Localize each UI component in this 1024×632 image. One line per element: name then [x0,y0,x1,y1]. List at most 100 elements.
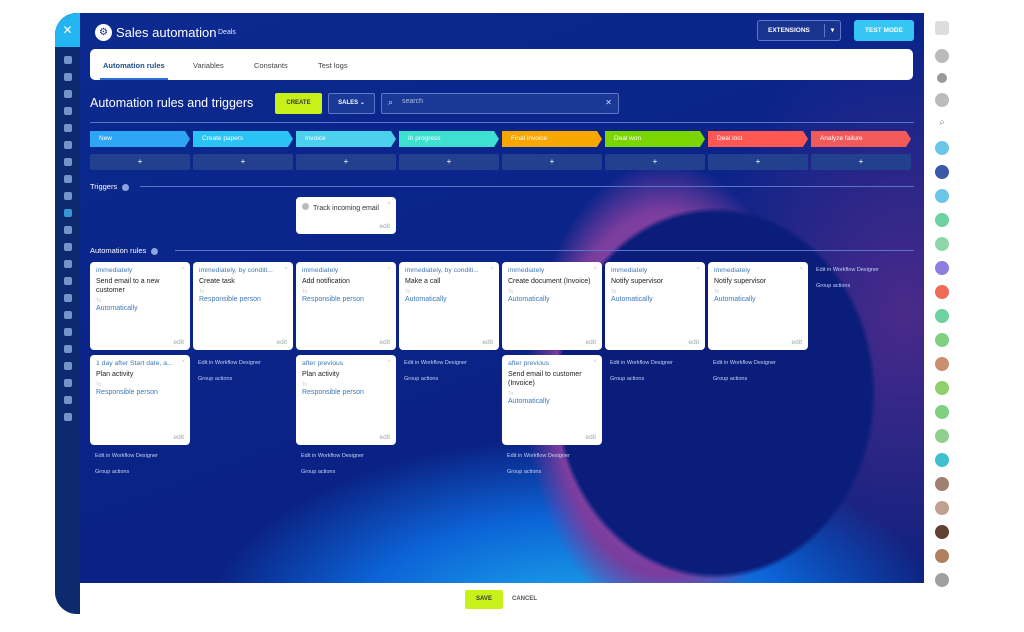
sidebar-nav-icon[interactable] [63,345,72,353]
edit-link[interactable]: edit [482,339,493,346]
clear-icon[interactable]: ✕ [605,98,612,107]
app-avatar-icon[interactable] [935,213,949,227]
rule-card[interactable]: 1 day after Start date, a... Plan activit… [90,355,190,445]
group-actions-link[interactable]: Group actions [816,283,851,289]
add-rule-button[interactable]: + [296,154,396,170]
help-icon[interactable] [122,183,130,191]
edit-in-workflow-designer-link[interactable]: Edit in Workflow Designer [404,360,467,366]
sidebar-nav-icon[interactable] [63,158,72,166]
sidebar-nav-icon[interactable] [63,56,72,64]
app-avatar-icon[interactable] [935,141,949,155]
tab-automation-rules[interactable]: Automation rules [100,61,168,80]
add-rule-button[interactable]: + [605,154,705,170]
test-mode-button[interactable]: TEST MODE [854,20,914,41]
chevron-down-icon[interactable]: ▾ [824,24,840,37]
tab-variables[interactable]: Variables [193,61,224,70]
sidebar-nav-icon[interactable] [63,107,72,115]
edit-link[interactable]: edit [276,339,287,346]
sidebar-nav-icon[interactable] [63,260,72,268]
edit-link[interactable]: edit [688,339,699,346]
group-actions-link[interactable]: Group actions [713,376,748,382]
help-icon[interactable] [151,247,159,255]
stage-in-progress[interactable]: In progress [399,131,499,147]
stage-invoice[interactable]: Invoice [296,131,396,147]
stage-create-papers[interactable]: Create papers [193,131,293,147]
add-rule-button[interactable]: + [811,154,911,170]
add-rule-button[interactable]: + [399,154,499,170]
sidebar-nav-icon[interactable] [63,294,72,302]
edit-link[interactable]: edit [173,434,184,441]
app-avatar-icon[interactable] [935,309,949,323]
sidebar-nav-icon[interactable] [63,243,72,251]
sidebar-nav-icon[interactable] [63,124,72,132]
app-avatar-icon[interactable] [935,285,949,299]
edit-in-workflow-designer-link[interactable]: Edit in Workflow Designer [95,453,158,459]
app-avatar-icon[interactable] [935,261,949,275]
edit-in-workflow-designer-link[interactable]: Edit in Workflow Designer [610,360,673,366]
rule-card[interactable]: immediately Notify supervisor To Automatica… [605,262,705,350]
search-icon[interactable]: ⌕ [935,117,949,131]
help-icon[interactable] [935,21,949,35]
close-icon[interactable]: × [593,359,597,365]
extensions-button[interactable]: EXTENSIONS ▾ [757,20,841,41]
trigger-card[interactable]: Track incoming email × edit [296,197,396,234]
close-icon[interactable]: × [387,359,391,365]
group-actions-link[interactable]: Group actions [507,469,542,475]
cancel-button[interactable]: CANCEL [512,596,537,602]
sidebar-nav-icon[interactable] [63,141,72,149]
edit-in-workflow-designer-link[interactable]: Edit in Workflow Designer [198,360,261,366]
sidebar-nav-icon[interactable] [63,226,72,234]
rule-card[interactable]: after previous Send email to customer (In… [502,355,602,445]
group-actions-link[interactable]: Group actions [404,376,439,382]
close-icon[interactable]: × [799,266,803,272]
sidebar-nav-icon[interactable] [63,396,72,404]
app-avatar-icon[interactable] [935,429,949,443]
close-icon[interactable]: × [387,266,391,272]
edit-link[interactable]: edit [791,339,802,346]
stage-final-invoice[interactable]: Final invoice [502,131,602,147]
rule-card[interactable]: immediately Send email to a new customer T… [90,262,190,350]
app-avatar-icon[interactable] [935,165,949,179]
sidebar-nav-icon[interactable] [63,311,72,319]
rule-card[interactable]: after previous Plan activity To Responsible… [296,355,396,445]
rule-card[interactable]: immediately Add notification To Responsible… [296,262,396,350]
app-avatar-icon[interactable] [935,405,949,419]
sidebar-nav-icon[interactable] [63,362,72,370]
edit-link[interactable]: edit [379,339,390,346]
bell-icon[interactable] [937,73,947,83]
sidebar-nav-icon[interactable] [63,328,72,336]
edit-in-workflow-designer-link[interactable]: Edit in Workflow Designer [507,453,570,459]
sidebar-nav-icon[interactable] [63,73,72,81]
sidebar-nav-icon[interactable] [63,277,72,285]
pipeline-select[interactable]: SALES ⌄ [328,93,375,114]
sidebar-nav-icon[interactable] [63,90,72,98]
rule-card[interactable]: immediately Notify supervisor To Automatica… [708,262,808,350]
app-avatar-icon[interactable] [935,525,949,539]
close-icon[interactable]: × [284,266,288,272]
add-rule-button[interactable]: + [502,154,602,170]
group-actions-link[interactable]: Group actions [198,376,233,382]
tab-constants[interactable]: Constants [254,61,288,70]
clock-icon[interactable] [935,49,949,63]
sidebar-nav-icon[interactable] [63,175,72,183]
create-button[interactable]: CREATE [275,93,322,114]
group-actions-link[interactable]: Group actions [301,469,336,475]
edit-link[interactable]: edit [379,434,390,441]
close-icon[interactable]: × [181,266,185,272]
add-rule-button[interactable]: + [708,154,808,170]
close-icon[interactable]: × [593,266,597,272]
tab-test-logs[interactable]: Test logs [318,61,348,70]
close-icon[interactable]: × [696,266,700,272]
group-actions-link[interactable]: Group actions [95,469,130,475]
edit-in-workflow-designer-link[interactable]: Edit in Workflow Designer [713,360,776,366]
sidebar-nav-icon[interactable] [63,209,72,217]
chat-icon[interactable] [935,93,949,107]
close-icon[interactable]: × [490,266,494,272]
close-icon[interactable]: ✕ [55,13,80,47]
app-avatar-icon[interactable] [935,573,949,587]
edit-link[interactable]: edit [379,223,390,230]
app-avatar-icon[interactable] [935,549,949,563]
app-avatar-icon[interactable] [935,477,949,491]
add-rule-button[interactable]: + [193,154,293,170]
group-actions-link[interactable]: Group actions [610,376,645,382]
